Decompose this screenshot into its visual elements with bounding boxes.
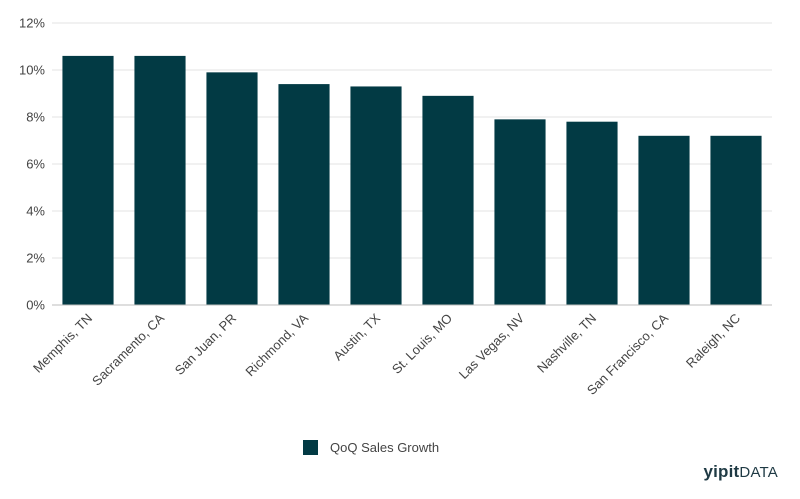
bar-chart: 0% 2% 4% 6% 8% 10% 12% Memphis, TNSacramento, … — [19, 16, 772, 398]
x-tick-label: Sacramento, CA — [89, 310, 167, 388]
y-tick-label: 6% — [26, 157, 45, 172]
bar — [278, 84, 330, 305]
bar — [638, 135, 690, 305]
bar — [206, 72, 258, 305]
bar — [494, 119, 546, 305]
bar — [134, 55, 186, 306]
y-tick-label: 2% — [26, 251, 45, 266]
y-axis-tick-labels: 0% 2% 4% 6% 8% 10% 12% — [19, 16, 45, 313]
y-tick-label: 12% — [19, 16, 45, 31]
logo-text-data: DATA — [739, 464, 778, 481]
x-tick-label: Nashville, TN — [534, 311, 599, 376]
x-tick-label: Richmond, VA — [242, 310, 311, 379]
bar — [62, 55, 114, 306]
x-tick-label: St. Louis, MO — [389, 311, 455, 377]
x-tick-label: San Francisco, CA — [584, 310, 671, 397]
x-tick-label: San Juan, PR — [172, 311, 239, 378]
y-tick-label: 10% — [19, 63, 45, 78]
y-tick-label: 8% — [26, 110, 45, 125]
x-tick-label: Raleigh, NC — [683, 311, 743, 371]
bar — [710, 135, 762, 305]
legend: QoQ Sales Growth — [303, 440, 439, 455]
bar — [350, 86, 402, 305]
y-tick-label: 4% — [26, 204, 45, 219]
bars — [62, 55, 762, 306]
x-tick-label: Austin, TX — [330, 310, 383, 363]
bar — [422, 95, 474, 305]
bar — [566, 121, 618, 305]
legend-swatch — [303, 440, 318, 455]
logo-text-yipit: yipit — [703, 462, 740, 481]
x-tick-label: Memphis, TN — [30, 311, 95, 376]
yipit-data-logo: yipitDATA — [703, 462, 778, 482]
y-tick-label: 0% — [26, 298, 45, 313]
x-tick-label: Las Vegas, NV — [456, 310, 528, 382]
legend-label: QoQ Sales Growth — [330, 440, 440, 455]
